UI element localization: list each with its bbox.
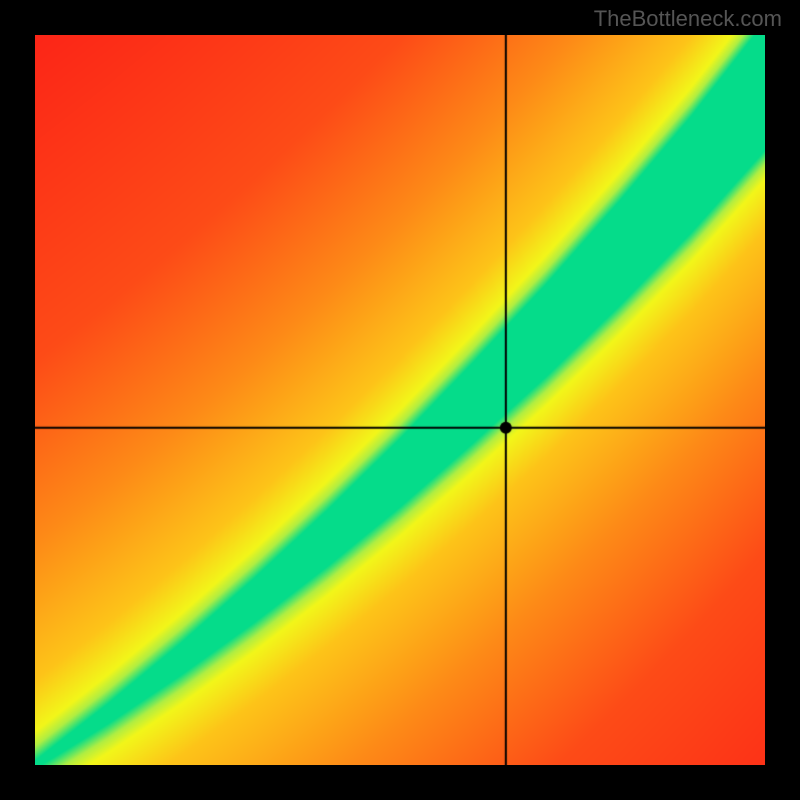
chart-container: TheBottleneck.com xyxy=(0,0,800,800)
heatmap-chart xyxy=(35,35,765,765)
heatmap-canvas xyxy=(35,35,765,765)
watermark-text: TheBottleneck.com xyxy=(594,6,782,32)
